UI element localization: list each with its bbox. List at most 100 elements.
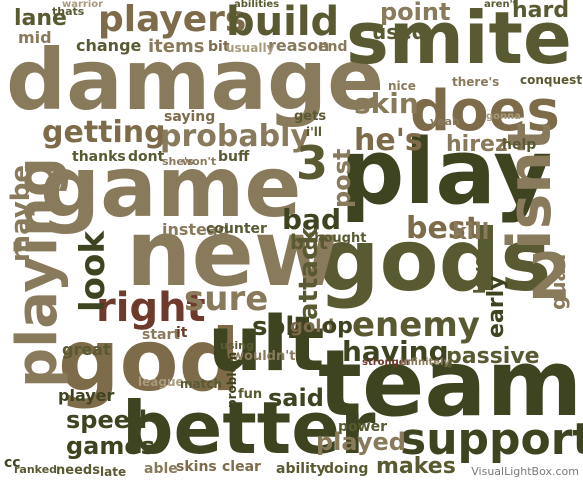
word-change: change [76, 36, 142, 55]
watermark-label: VisualLightBox.com [471, 465, 579, 478]
word-team: team [318, 330, 583, 437]
word-skin: skin [354, 87, 419, 120]
word-games: games [66, 432, 155, 460]
word-buff: buff [218, 149, 250, 165]
word-help: help [502, 137, 537, 153]
word-used: used [372, 20, 427, 44]
word-speed: speed [66, 406, 148, 434]
word-thought: thought [308, 231, 367, 246]
word-reason: reason [268, 36, 330, 55]
word-bit: bit [208, 39, 230, 55]
word-gold: gold [290, 316, 335, 337]
word-problem: problem [225, 351, 239, 408]
word-cc: cc [4, 455, 21, 471]
word-doing: doing [324, 461, 369, 477]
word-said: said [268, 384, 324, 412]
word-sure: sure [184, 279, 269, 319]
word-arent: aren't [484, 0, 518, 10]
word-late: late [100, 465, 127, 479]
word-game: game [40, 138, 302, 236]
word-match: match [180, 377, 222, 391]
word-great: great [62, 340, 111, 359]
word-having: having [342, 335, 449, 368]
word-hes: he's [354, 123, 423, 158]
word-gonna: gonna [486, 111, 522, 122]
word-nice: nice [388, 79, 416, 93]
word-ult: ult [208, 299, 325, 388]
word-power: power [338, 419, 387, 435]
word-mid: mid [18, 28, 52, 47]
word-makes: makes [376, 454, 456, 479]
word-end: end [318, 39, 348, 55]
word-players: players [98, 0, 247, 40]
word-thanks: thanks [72, 149, 126, 165]
word-damage: damage [6, 31, 385, 129]
word-kill: kill [452, 220, 490, 245]
word-stronger: stronger [362, 357, 411, 368]
word-hirez: hirez [446, 132, 508, 157]
word-god: god [58, 311, 241, 411]
word-bad: bad [282, 203, 341, 236]
word-dont: dont [128, 149, 165, 165]
word-level: level [470, 250, 489, 294]
word-instead: instead [162, 220, 230, 239]
word-guan: guan [546, 253, 570, 310]
word-start: start [142, 327, 181, 343]
word-gods: gods [318, 211, 552, 311]
word-able: able [144, 461, 178, 477]
word-but: but [290, 230, 329, 254]
word-usually: usually [226, 41, 275, 55]
word-look: look [73, 231, 113, 312]
word-new: new [126, 200, 339, 307]
word-conquest: conquest [520, 73, 583, 87]
word-maybe: maybe [6, 164, 36, 262]
word-using: using [220, 339, 254, 352]
word-right: right [96, 285, 206, 331]
word-heres: there's [452, 75, 500, 89]
word-yeah: yeah [430, 115, 460, 128]
word-it: it [176, 325, 188, 341]
word-wouldnt: wouldn't [232, 349, 296, 364]
word-gets: gets [294, 109, 327, 124]
word-abilities: abilities [234, 0, 280, 10]
word-getting: getting [42, 115, 166, 150]
word-fun: fun [238, 387, 263, 402]
word-warrior: warrior [62, 0, 104, 10]
word-point: point [380, 0, 451, 26]
word-lane: lane [14, 6, 67, 31]
word-better: better [122, 386, 376, 470]
word-passive: passive [446, 344, 540, 369]
word-enemy: enemy [352, 305, 480, 345]
word-hard: hard [512, 0, 570, 23]
word-saying: saying [164, 109, 216, 125]
word-smite: smite [346, 0, 572, 80]
word-op: op [322, 314, 353, 339]
word-support: support [400, 414, 583, 465]
word-played: played [316, 428, 406, 456]
word-play: play [340, 120, 552, 225]
word-best: best [406, 211, 481, 246]
word-needs: needs [56, 463, 100, 478]
word-post: post [328, 148, 356, 208]
word-does: does [410, 79, 560, 144]
word-three: 3 [296, 136, 329, 190]
word-league: league [138, 375, 184, 389]
word-skins: skins [176, 459, 217, 475]
word-counter: counter [206, 221, 267, 237]
word-early: early [484, 275, 509, 339]
word-build: build [226, 0, 340, 45]
word-two: 2 [528, 240, 572, 313]
word-player: player [58, 386, 115, 405]
word-probably: probably [160, 119, 310, 154]
word-wont: won't [182, 155, 217, 168]
word-ill: i'll [306, 125, 323, 139]
word-ability: ability [276, 461, 326, 477]
word-ranked: ranked [14, 463, 58, 476]
word-solo: solo [252, 312, 313, 342]
word-infinitely: infinitely [400, 357, 451, 368]
word-shes: she's [162, 155, 194, 168]
word-clear: clear [222, 459, 261, 475]
word-items: items [148, 36, 205, 57]
word-thats: thats [52, 5, 85, 18]
